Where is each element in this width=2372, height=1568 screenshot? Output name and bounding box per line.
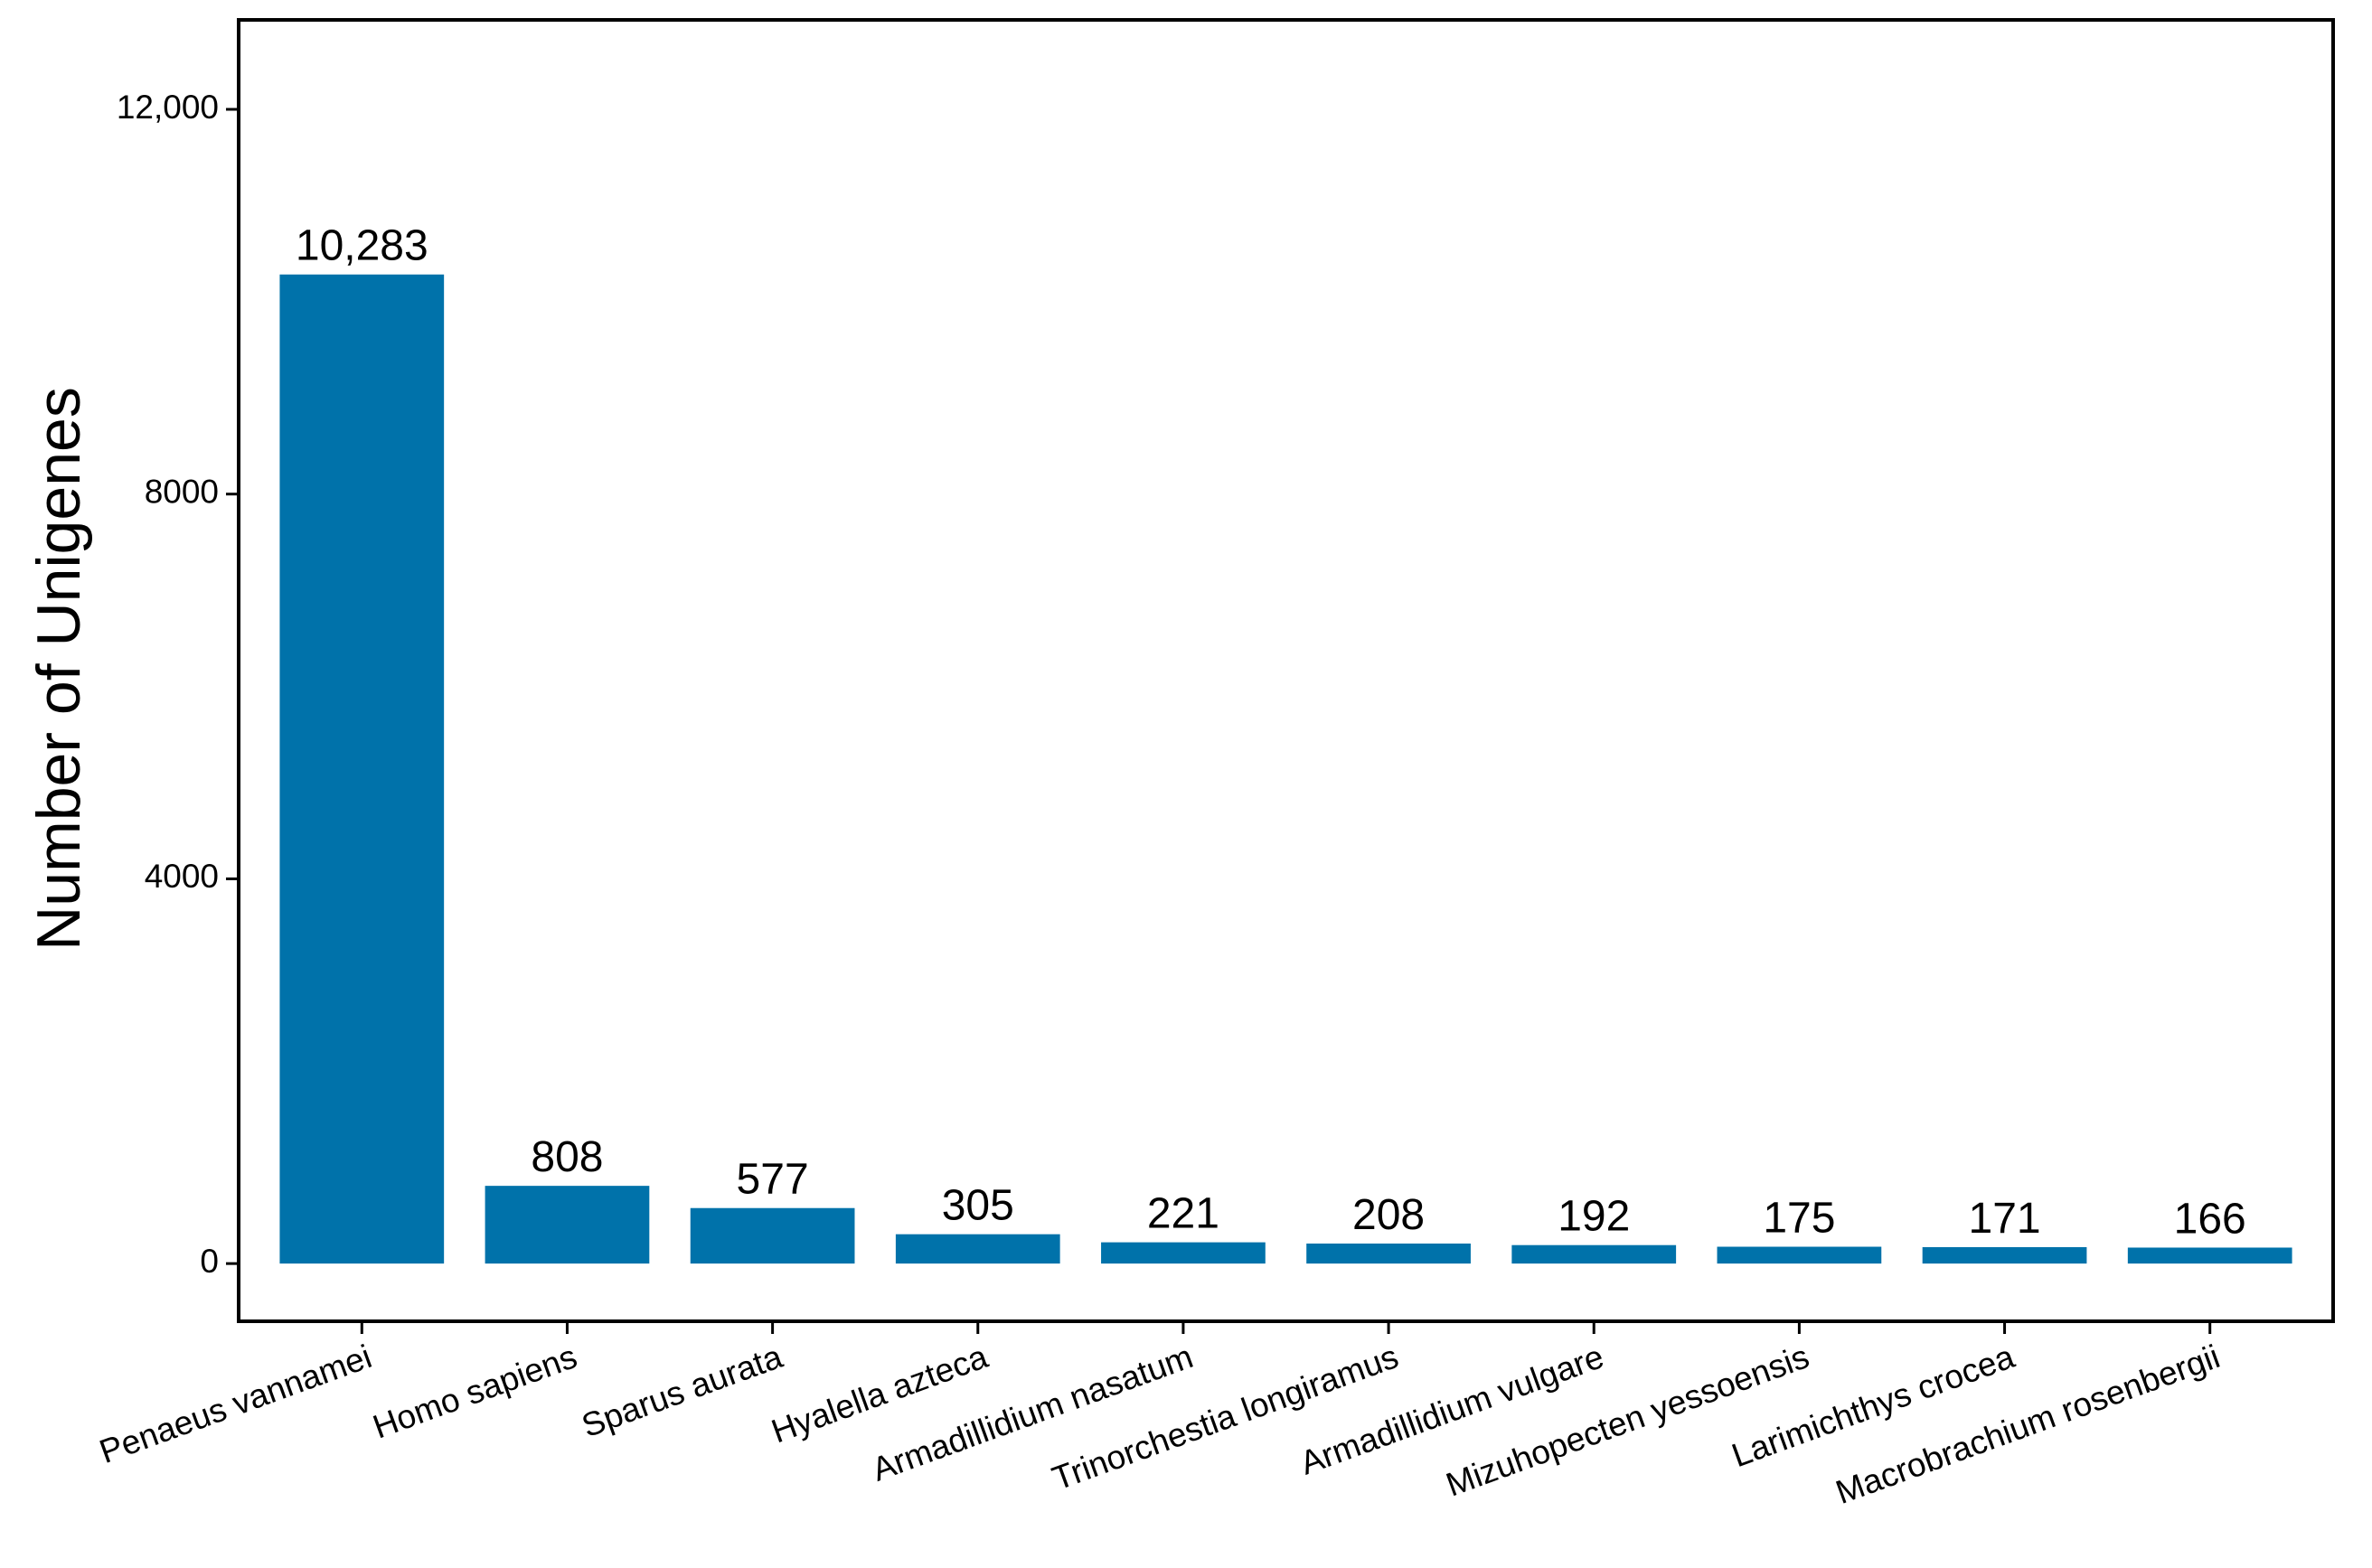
bar	[1101, 1242, 1266, 1264]
bar	[1922, 1246, 2087, 1264]
y-axis-title: Number of Unigenes	[24, 387, 93, 951]
x-tick-label: Sparus aurata	[577, 1338, 787, 1444]
y-tick-label: 0	[200, 1243, 219, 1280]
value-label: 577	[737, 1156, 809, 1204]
value-label: 208	[1352, 1191, 1425, 1239]
value-label: 166	[2174, 1195, 2246, 1243]
value-label: 305	[942, 1182, 1014, 1230]
bar	[485, 1186, 650, 1264]
x-tick-label: Mizuhopecten yessoensis	[1441, 1338, 1813, 1503]
x-tick-label: Trinorchestia longiramus	[1048, 1338, 1403, 1498]
bar	[1717, 1246, 1882, 1264]
bar	[279, 274, 445, 1264]
value-label: 171	[1969, 1195, 2041, 1243]
bar	[1306, 1244, 1471, 1264]
value-label: 192	[1558, 1193, 1630, 1241]
bar	[1511, 1244, 1677, 1264]
y-tick-label: 4000	[145, 858, 219, 895]
value-label: 10,283	[296, 222, 428, 270]
x-tick-label: Homo sapiens	[368, 1338, 581, 1445]
y-tick-label: 12,000	[117, 89, 219, 126]
bar	[2127, 1247, 2292, 1264]
bar	[895, 1234, 1060, 1264]
value-label: 221	[1147, 1190, 1219, 1238]
bar	[690, 1207, 855, 1264]
x-tick-label: Macrobrachium rosenbergii	[1831, 1338, 2224, 1511]
y-tick-label: 8000	[145, 473, 219, 510]
plot-frame	[237, 18, 2335, 1323]
value-label: 175	[1763, 1195, 1835, 1243]
value-label: 808	[531, 1133, 603, 1181]
x-tick-label: Penaeus vannamei	[95, 1338, 377, 1470]
